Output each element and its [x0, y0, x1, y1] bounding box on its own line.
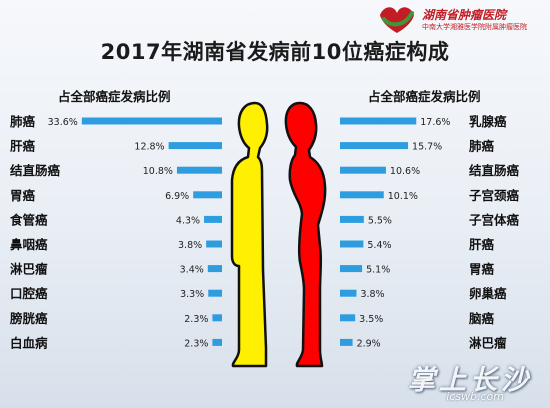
female-category-label: 淋巴瘤: [469, 335, 507, 350]
female-category-label: 子宫体癌: [469, 212, 520, 227]
female-bar: [340, 265, 363, 273]
male-category-label: 肺癌: [10, 114, 36, 129]
male-category-label: 鼻咽癌: [10, 237, 48, 252]
female-bar: [340, 117, 417, 125]
male-category-label: 口腔癌: [10, 286, 48, 301]
male-bar: [208, 289, 222, 297]
male-value-label: 33.6%: [48, 117, 78, 128]
female-value-label: 3.5%: [359, 314, 383, 325]
female-value-label: 2.9%: [357, 338, 381, 349]
female-category-label: 结直肠癌: [469, 163, 520, 178]
male-category-label: 淋巴瘤: [10, 262, 48, 277]
female-value-label: 5.5%: [368, 215, 392, 226]
female-figure-icon: [284, 101, 327, 368]
female-bar: [340, 240, 364, 248]
watermark-main: 掌上长沙: [408, 365, 532, 396]
hospital-subtitle: 中南大学湘雅医学院附属肿瘤医院: [422, 23, 527, 31]
male-value-label: 3.4%: [180, 265, 204, 276]
female-category-label: 胃癌: [469, 262, 495, 277]
male-category-label: 白血病: [10, 335, 48, 350]
female-value-label: 10.6%: [390, 166, 420, 177]
male-category-label: 膀胱癌: [9, 311, 48, 326]
hospital-logo-icon: [380, 7, 414, 34]
male-bar: [212, 338, 222, 346]
male-bar: [212, 314, 222, 322]
female-bar: [340, 215, 364, 223]
female-bar: [340, 166, 386, 174]
female-category-label: 肺癌: [469, 139, 495, 154]
male-figure-icon: [230, 101, 269, 368]
male-value-label: 12.8%: [134, 142, 164, 153]
female-bar: [340, 314, 356, 322]
female-bar: [340, 289, 357, 297]
male-bar: [193, 191, 222, 199]
male-category-label: 食管癌: [9, 212, 48, 227]
female-value-label: 15.7%: [412, 142, 442, 153]
female-value-label: 5.1%: [366, 265, 390, 276]
male-category-label: 肝癌: [10, 139, 36, 154]
watermark-sub: icswb.com: [446, 390, 504, 403]
male-value-label: 3.3%: [180, 289, 204, 300]
male-chart-subtitle: 占全部癌症发病比例: [58, 89, 171, 104]
male-value-label: 4.3%: [176, 215, 200, 226]
male-value-label: 6.9%: [165, 191, 189, 202]
male-bar: [204, 215, 222, 223]
male-value-label: 3.8%: [178, 240, 202, 251]
male-value-label: 2.3%: [184, 314, 208, 325]
female-category-label: 乳腺癌: [469, 114, 507, 129]
female-category-label: 卵巢癌: [469, 286, 507, 301]
female-value-label: 5.4%: [367, 240, 391, 251]
male-bar-group: 33.6% 肺癌 12.8% 肝癌 10.8% 结直肠癌 6.9% 胃癌 4.3% 食管癌 3.8%…: [9, 114, 222, 350]
female-category-label: 脑癌: [468, 311, 495, 326]
female-bar: [340, 142, 409, 150]
female-bar: [340, 191, 384, 199]
male-value-label: 2.3%: [184, 338, 208, 349]
chart-title: 2017年湖南省发病前10位癌症构成: [100, 40, 450, 64]
male-bar: [176, 166, 222, 174]
female-value-label: 3.8%: [360, 289, 384, 300]
hospital-name: 湖南省肿瘤医院: [422, 8, 507, 22]
female-bar-group: 17.6% 乳腺癌 15.7% 肺癌 10.6% 结直肠癌 10.1% 子宫颈癌 5.5% 子宫体…: [340, 114, 520, 350]
male-value-label: 10.8%: [143, 166, 173, 177]
female-chart-subtitle: 占全部癌症发病比例: [368, 89, 481, 104]
hospital-logo: 湖南省肿瘤医院 中南大学湘雅医学院附属肿瘤医院: [372, 2, 542, 36]
female-category-label: 子宫颈癌: [469, 188, 520, 203]
female-value-label: 17.6%: [420, 117, 450, 128]
male-category-label: 结直肠癌: [10, 163, 61, 178]
female-value-label: 10.1%: [388, 191, 418, 202]
female-category-label: 肝癌: [469, 237, 495, 252]
male-bar: [206, 240, 222, 248]
male-bar: [81, 117, 222, 125]
male-category-label: 胃癌: [10, 188, 36, 203]
male-bar: [168, 142, 222, 150]
female-bar: [340, 338, 353, 346]
watermark: 掌上长沙 icswb.com: [378, 356, 538, 406]
male-bar: [207, 265, 222, 273]
